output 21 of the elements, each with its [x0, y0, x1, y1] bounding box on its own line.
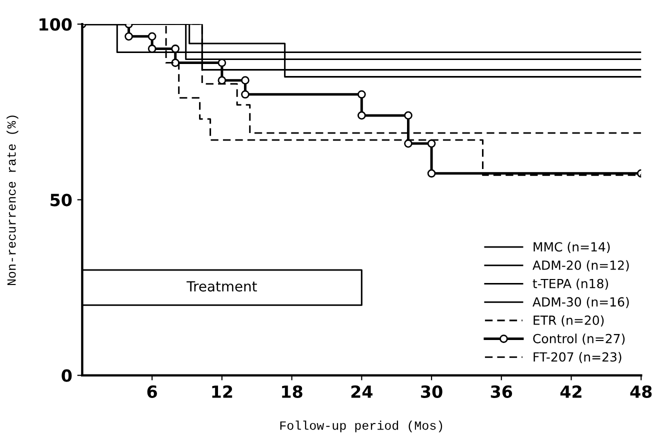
x-tick-label: 18	[282, 385, 302, 398]
legend-label: ADM-20 (n=12)	[532, 260, 629, 272]
y-axis-title: Non-recurrence rate (%)	[6, 116, 18, 286]
legend-label: MMC (n=14)	[534, 242, 610, 254]
legend-label: Control (n=27)	[533, 334, 625, 345]
annotation: Treatment	[186, 281, 257, 292]
x-tick-label: 30	[421, 385, 442, 398]
x-tick-label: 6	[147, 385, 157, 398]
x-tick-label: 42	[560, 385, 582, 398]
legend-label: t-TEPA (n18)	[532, 278, 608, 290]
x-axis-title: Follow-up period (Mos)	[280, 420, 442, 432]
legend-label: ADM-30 (n=16)	[532, 296, 629, 308]
x-tick-label: 48	[630, 385, 652, 398]
x-tick-label: 36	[490, 385, 512, 398]
x-tick-label: 12	[212, 385, 232, 398]
y-tick-label: 100	[40, 18, 72, 31]
y-tick-label: 50	[50, 194, 72, 206]
legend-label: FT-207 (n=23)	[534, 352, 622, 364]
x-tick-label: 24	[351, 385, 372, 398]
y-tick-label: 0	[62, 369, 72, 382]
legend-label: ETR (n=20)	[534, 315, 604, 326]
